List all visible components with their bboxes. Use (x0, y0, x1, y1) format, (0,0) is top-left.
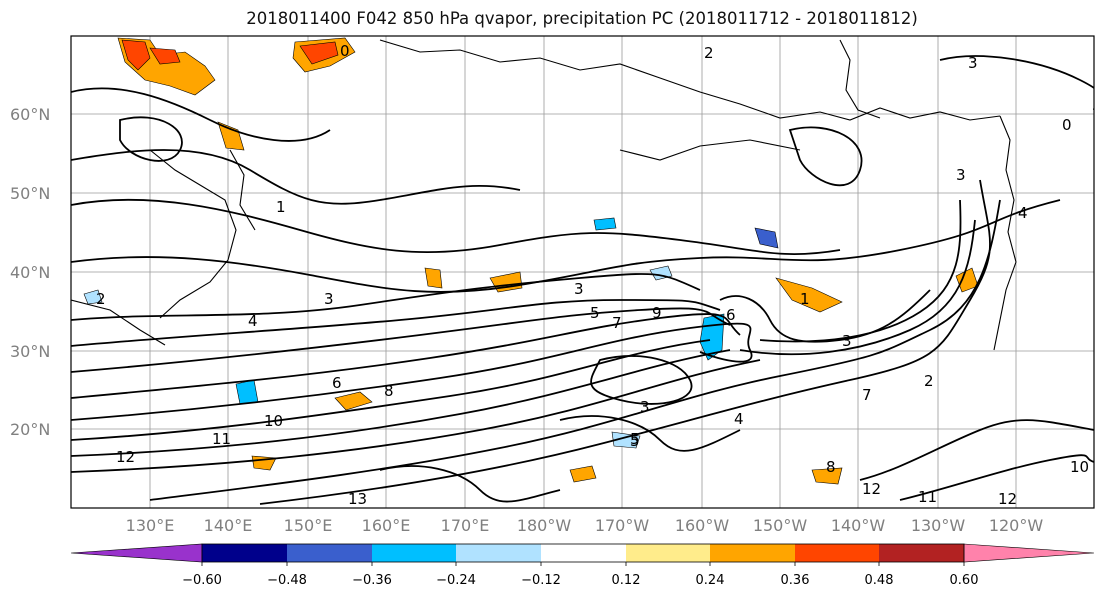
contour-label: 13 (348, 490, 367, 508)
colorbar-segment (626, 544, 710, 562)
contour-label: 12 (116, 448, 135, 466)
lon-label: 140°W (831, 516, 886, 535)
lon-label: 150°E (284, 516, 333, 535)
contour-label: 3 (324, 290, 334, 308)
colorbar-segment (879, 544, 964, 562)
contour-label: 9 (652, 304, 662, 322)
colorbar-segment (710, 544, 795, 562)
lat-label: 30°N (10, 342, 50, 361)
longitude-labels: 130°E 140°E 150°E 160°E 170°E 180°W 170°… (126, 516, 1044, 535)
contour-label: 8 (826, 458, 836, 476)
contour-label: 11 (918, 488, 937, 506)
contour-label: 3 (968, 54, 978, 72)
colorbar-tick-label: −0.36 (352, 573, 392, 588)
contour-label: 0 (340, 42, 350, 60)
contour-label: 3 (640, 398, 650, 416)
lon-label: 130°W (911, 516, 966, 535)
lon-label: 180°W (517, 516, 572, 535)
lon-label: 150°W (753, 516, 808, 535)
contour-label: 8 (384, 382, 394, 400)
lat-label: 60°N (10, 105, 50, 124)
colorbar-frame (201, 543, 965, 563)
contour-label: 7 (862, 386, 872, 404)
colorbar-segment (202, 544, 287, 562)
contour-label: 0 (1062, 116, 1072, 134)
colorbar-segment (372, 544, 456, 562)
map-title: 2018011400 F042 850 hPa qvapor, precipit… (246, 9, 918, 28)
colorbar-tick-label: −0.60 (182, 573, 222, 588)
colorbar-tick-label: −0.12 (521, 573, 561, 588)
colorbar-tick-label: 0.36 (781, 573, 810, 588)
colorbar-tick-label: 0.24 (696, 573, 725, 588)
qvapor-contours (71, 55, 1094, 505)
colorbar-tick-label: −0.24 (436, 573, 476, 588)
contour-label: 4 (734, 410, 744, 428)
lon-label: 160°E (362, 516, 411, 535)
contour-label: 6 (726, 306, 736, 324)
map-frame (70, 35, 1095, 509)
lat-label: 20°N (10, 420, 50, 439)
contour-label: 2 (704, 44, 714, 62)
colorbar: −0.60 −0.48 −0.36 −0.24 −0.12 0.12 0.24 … (70, 543, 1095, 588)
lon-label: 170°E (441, 516, 490, 535)
lat-label: 40°N (10, 263, 50, 282)
contour-label: 10 (264, 412, 283, 430)
colorbar-tick-label: 0.60 (950, 573, 979, 588)
latitude-labels: 60°N 50°N 40°N 30°N 20°N (10, 105, 50, 439)
lon-label: 140°E (204, 516, 253, 535)
colorbar-segment (70, 543, 203, 563)
contour-labels: 2 3 0 1 2 3 4 5 6 7 8 9 10 11 12 13 3 5 … (96, 42, 1089, 508)
coastlines (71, 39, 1017, 351)
colorbar-segment (287, 544, 372, 562)
lon-label: 120°W (989, 516, 1044, 535)
contour-label: 2 (96, 290, 106, 308)
colorbar-segment (541, 544, 626, 562)
lon-label: 170°W (595, 516, 650, 535)
contour-label: 12 (998, 490, 1017, 508)
contour-label: 5 (630, 432, 640, 450)
contour-label: 3 (842, 332, 852, 350)
contour-label: 4 (1018, 204, 1028, 222)
contour-label: 1 (276, 198, 286, 216)
lon-label: 130°E (126, 516, 175, 535)
contour-label: 7 (612, 314, 622, 332)
contour-label: 3 (956, 166, 966, 184)
colorbar-segment (795, 544, 879, 562)
contour-label: 5 (590, 304, 600, 322)
contour-label: 1 (800, 290, 810, 308)
colorbar-tick-label: 0.12 (612, 573, 641, 588)
colorbar-tick-label: 0.48 (865, 573, 894, 588)
contour-label: 12 (862, 480, 881, 498)
contour-label: 11 (212, 430, 231, 448)
lon-label: 160°W (675, 516, 730, 535)
colorbar-segment (456, 544, 541, 562)
contour-label: 4 (248, 312, 258, 330)
colorbar-tick-label: −0.48 (267, 573, 307, 588)
contour-label: 3 (574, 280, 584, 298)
colorbar-segment (963, 543, 1095, 563)
contour-label: 10 (1070, 458, 1089, 476)
lat-label: 50°N (10, 184, 50, 203)
contour-label: 5 (630, 430, 640, 448)
graticule (71, 36, 1094, 508)
contour-label: 6 (332, 374, 342, 392)
contour-label: 2 (924, 372, 934, 390)
colorbar-ticks (201, 562, 965, 566)
